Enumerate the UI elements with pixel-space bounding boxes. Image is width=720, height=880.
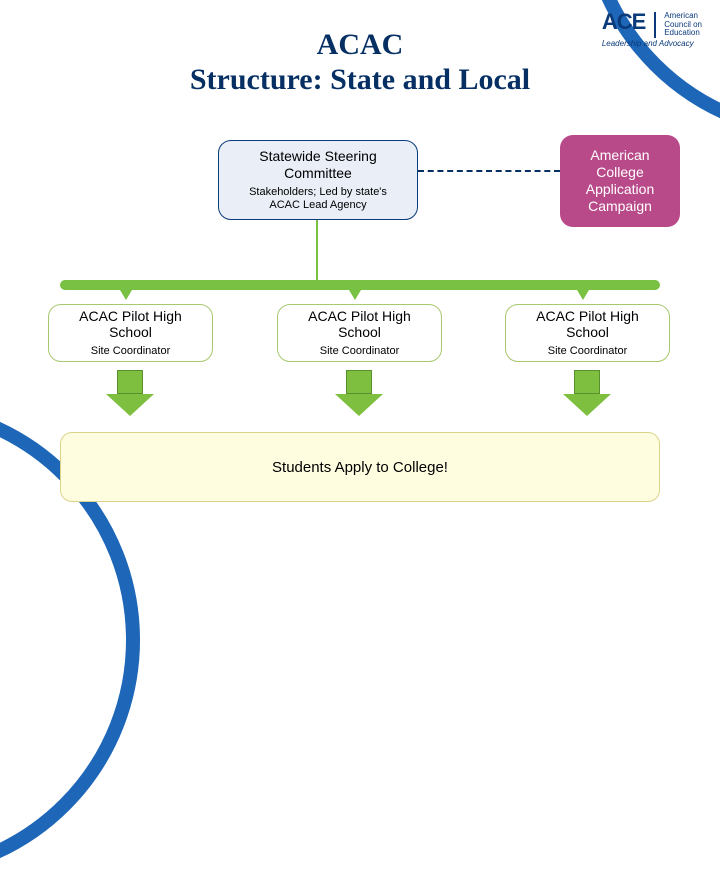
node-pilot-school: ACAC Pilot HighSchool Site Coordinator bbox=[277, 304, 442, 362]
page-title: ACAC Structure: State and Local bbox=[0, 28, 720, 97]
node-label: ACAC Pilot HighSchool bbox=[57, 308, 204, 342]
node-acac-campaign: AmericanCollegeApplicationCampaign bbox=[560, 135, 680, 227]
outcome-label: Students Apply to College! bbox=[272, 459, 448, 476]
horizontal-bar bbox=[60, 280, 660, 290]
arrowhead-down-icon bbox=[120, 290, 132, 300]
node-pilot-school: ACAC Pilot HighSchool Site Coordinator bbox=[505, 304, 670, 362]
node-label: ACAC Pilot HighSchool bbox=[514, 308, 661, 342]
node-steering-committee: Statewide SteeringCommittee Stakeholders… bbox=[218, 140, 418, 220]
block-arrow-down-icon bbox=[563, 370, 611, 416]
arrowhead-down-icon bbox=[349, 290, 361, 300]
connector-down-green bbox=[316, 220, 318, 280]
connector-dashed bbox=[418, 170, 560, 172]
node-sublabel: Site Coordinator bbox=[286, 345, 433, 358]
node-label: ACAC Pilot HighSchool bbox=[286, 308, 433, 342]
node-label: Statewide SteeringCommittee bbox=[227, 148, 409, 182]
node-sublabel: Site Coordinator bbox=[514, 345, 661, 358]
node-sublabel: Stakeholders; Led by state'sACAC Lead Ag… bbox=[227, 186, 409, 212]
node-label: AmericanCollegeApplicationCampaign bbox=[568, 147, 672, 214]
node-sublabel: Site Coordinator bbox=[57, 345, 204, 358]
arrowhead-down-icon bbox=[577, 290, 589, 300]
node-pilot-school: ACAC Pilot HighSchool Site Coordinator bbox=[48, 304, 213, 362]
node-outcome: Students Apply to College! bbox=[60, 432, 660, 502]
block-arrow-down-icon bbox=[106, 370, 154, 416]
block-arrow-down-icon bbox=[335, 370, 383, 416]
